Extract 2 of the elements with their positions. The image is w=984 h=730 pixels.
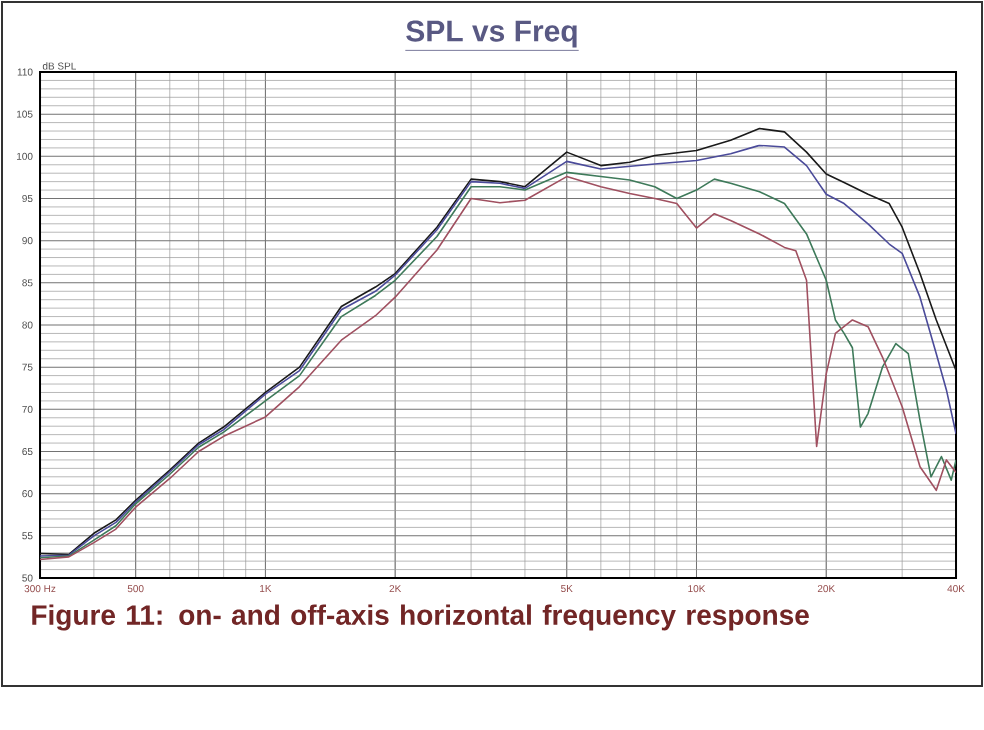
chart-title: SPL vs Freq	[406, 20, 577, 48]
caption: Figure 11: on- and off-axis horizontal frequency response	[32, 604, 809, 631]
